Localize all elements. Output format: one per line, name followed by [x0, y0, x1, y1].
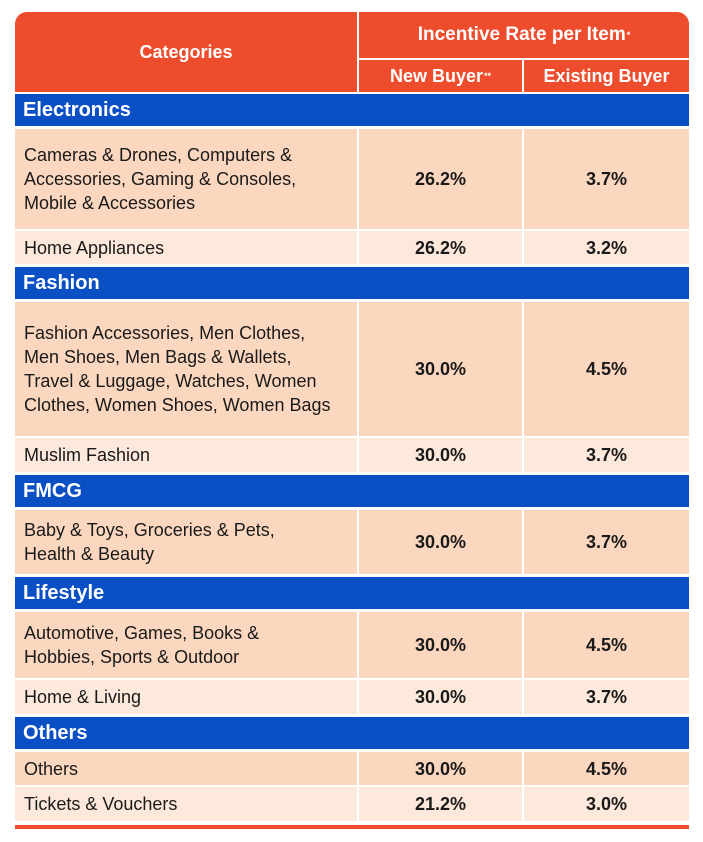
categories-header-label: Categories	[139, 41, 233, 62]
existing-buyer-rate: 3.7%	[524, 129, 689, 229]
category-label: Others	[23, 721, 88, 744]
row-label: Home & Living	[24, 687, 142, 707]
existing-buyer-header: Existing Buyer	[524, 60, 689, 92]
rate-value: 3.7%	[585, 532, 628, 552]
existing-buyer-rate: 3.7%	[524, 510, 689, 574]
rate-value: 21.2%	[414, 794, 467, 814]
new-buyer-rate: 30.0%	[359, 680, 522, 714]
existing-buyer-rate: 3.0%	[524, 787, 689, 821]
rate-value: 3.7%	[585, 169, 628, 189]
table-row-name: Fashion Accessories, Men Clothes, Men Sh…	[15, 302, 357, 436]
new-buyer-header: New Buyer **	[359, 60, 522, 92]
row-label: Fashion Accessories, Men Clothes, Men Sh…	[24, 323, 331, 415]
rate-value: 26.2%	[414, 169, 467, 189]
row-label: Cameras & Drones, Computers & Accessorie…	[24, 145, 297, 213]
rate-value: 4.5%	[585, 359, 628, 379]
existing-buyer-rate: 3.7%	[524, 438, 689, 472]
table-row-name: Others	[15, 752, 357, 785]
category-label: Fashion	[23, 271, 100, 294]
incentive-footnote-mark: *	[626, 30, 631, 40]
new-buyer-rate: 21.2%	[359, 787, 522, 821]
row-label: Muslim Fashion	[24, 445, 151, 465]
row-label: Tickets & Vouchers	[24, 794, 178, 814]
row-label: Automotive, Games, Books & Hobbies, Spor…	[24, 623, 260, 667]
existing-buyer-header-label: Existing Buyer	[543, 65, 670, 86]
incentive-rate-header: Incentive Rate per Item *	[359, 12, 689, 58]
category-row-fmcg: FMCG	[15, 475, 689, 507]
existing-buyer-rate: 4.5%	[524, 612, 689, 678]
row-label: Others	[24, 758, 79, 779]
rate-value: 26.2%	[414, 237, 467, 258]
rate-value: 30.0%	[414, 532, 467, 552]
row-label: Home Appliances	[24, 237, 165, 258]
table-row-name: Home Appliances	[15, 231, 357, 264]
rate-value: 3.7%	[585, 687, 628, 707]
new-buyer-rate: 30.0%	[359, 302, 522, 436]
existing-buyer-rate: 3.7%	[524, 680, 689, 714]
new-buyer-rate: 30.0%	[359, 438, 522, 472]
existing-buyer-rate: 4.5%	[524, 752, 689, 785]
categories-header: Categories	[15, 12, 357, 92]
existing-buyer-rate: 3.2%	[524, 231, 689, 264]
category-label: Lifestyle	[23, 581, 105, 604]
new-buyer-header-label: New Buyer	[389, 65, 484, 86]
table-row-name: Automotive, Games, Books & Hobbies, Spor…	[15, 612, 357, 678]
rate-value: 30.0%	[414, 758, 467, 779]
incentive-rate-header-label: Incentive Rate per Item	[417, 24, 626, 45]
rate-value: 30.0%	[414, 687, 467, 707]
row-label: Baby & Toys, Groceries & Pets, Health & …	[24, 520, 275, 564]
rate-value: 3.0%	[585, 794, 628, 814]
new-buyer-footnote-mark: **	[484, 71, 492, 81]
new-buyer-rate: 26.2%	[359, 129, 522, 229]
table-row-name: Cameras & Drones, Computers & Accessorie…	[15, 129, 357, 229]
category-label: FMCG	[23, 479, 82, 502]
rate-value: 4.5%	[585, 635, 628, 655]
new-buyer-rate: 30.0%	[359, 510, 522, 574]
category-row-electronics: Electronics	[15, 94, 689, 126]
rate-value: 30.0%	[414, 359, 467, 379]
category-row-fashion: Fashion	[15, 267, 689, 299]
category-row-others: Others	[15, 717, 689, 749]
new-buyer-rate: 30.0%	[359, 752, 522, 785]
category-row-lifestyle: Lifestyle	[15, 577, 689, 609]
new-buyer-rate: 30.0%	[359, 612, 522, 678]
rate-value: 4.5%	[585, 758, 628, 779]
rate-value: 30.0%	[414, 635, 467, 655]
rate-value: 3.7%	[585, 445, 628, 465]
rate-value: 3.2%	[585, 237, 628, 258]
new-buyer-rate: 26.2%	[359, 231, 522, 264]
existing-buyer-rate: 4.5%	[524, 302, 689, 436]
table-bottom-border	[15, 825, 689, 829]
table-row-name: Home & Living	[15, 680, 357, 714]
category-label: Electronics	[23, 98, 131, 121]
rate-value: 30.0%	[414, 445, 467, 465]
table-row-name: Tickets & Vouchers	[15, 787, 357, 821]
table-row-name: Muslim Fashion	[15, 438, 357, 472]
table-row-name: Baby & Toys, Groceries & Pets, Health & …	[15, 510, 357, 574]
